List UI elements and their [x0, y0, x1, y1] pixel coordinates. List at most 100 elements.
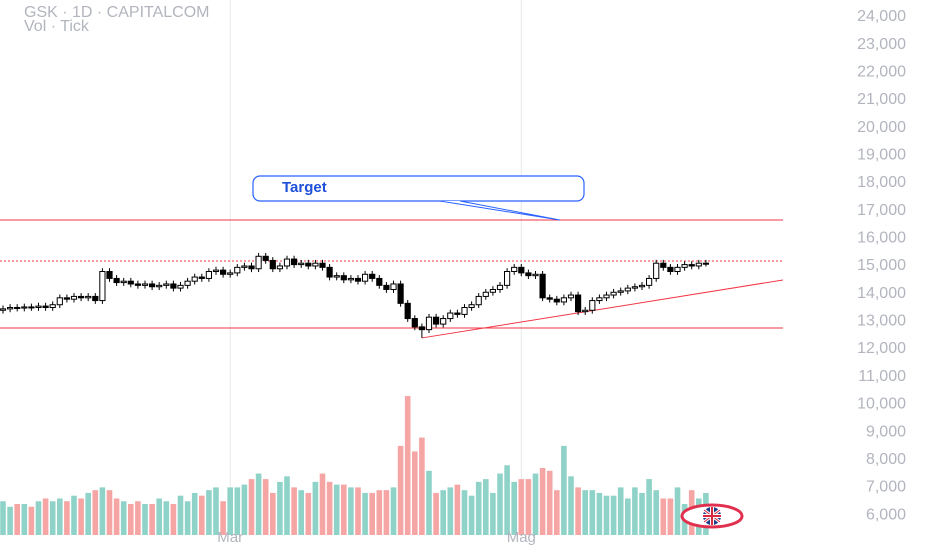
candle-body — [49, 304, 56, 308]
callout-text: Target — [282, 179, 327, 196]
candle-body — [425, 316, 433, 331]
candle-body — [333, 275, 340, 278]
candle-body — [617, 290, 624, 293]
candle-body — [362, 273, 369, 282]
flag-icon — [680, 503, 744, 529]
y-tick-label: 8,000 — [866, 451, 906, 468]
volume-bar — [312, 481, 319, 535]
candle-body — [248, 265, 255, 270]
volume-bar — [603, 495, 610, 535]
candle-body — [141, 283, 149, 286]
candle-body — [667, 266, 674, 273]
candle-body — [120, 280, 127, 284]
volume-bar — [383, 490, 390, 535]
volume-bar — [475, 481, 482, 535]
y-tick-label: 24,000 — [857, 8, 906, 25]
candle-body — [35, 305, 42, 308]
candle-body — [340, 275, 347, 281]
volume-bar — [270, 492, 276, 535]
candle-body — [70, 295, 78, 300]
candle-body — [454, 312, 461, 315]
volume-bar — [262, 479, 269, 535]
volume-bar — [213, 487, 219, 535]
candle-body — [234, 266, 241, 274]
candle-body — [149, 283, 156, 288]
drawing-layer — [0, 219, 783, 339]
volume-bar — [71, 495, 77, 535]
candle-body — [589, 300, 596, 311]
y-tick-label: 19,000 — [857, 146, 906, 163]
volume-bar — [412, 451, 418, 535]
candle-body — [106, 271, 113, 279]
volume-bar — [426, 470, 432, 535]
candle-body — [369, 273, 376, 279]
candle-body — [518, 266, 525, 274]
candle-body — [63, 297, 71, 300]
y-tick-label: 6,000 — [866, 506, 906, 523]
volume-bar — [341, 484, 347, 535]
candle-body — [511, 266, 518, 273]
candle-body — [78, 295, 85, 299]
volume-bar — [568, 476, 574, 535]
candle-body — [482, 291, 489, 297]
y-tick-label: 11,000 — [858, 368, 906, 385]
volume-bar — [511, 481, 517, 535]
volume-bar — [149, 504, 155, 535]
volume-bar — [298, 490, 304, 535]
volume-bar — [248, 479, 255, 535]
y-tick-label: 22,000 — [857, 63, 906, 80]
candle-body — [596, 297, 603, 302]
volume-bar — [284, 476, 290, 535]
candle-body — [411, 318, 418, 328]
candle-body — [376, 277, 383, 286]
candle-body — [695, 262, 702, 267]
volume-bar — [582, 490, 588, 535]
volume-bar — [660, 498, 667, 535]
volume-bar — [546, 470, 553, 535]
candle-body — [298, 262, 305, 266]
candle-body — [404, 302, 411, 320]
candle-body — [14, 306, 21, 309]
candle-body — [177, 284, 184, 289]
volume-bar — [234, 487, 241, 535]
candle-body — [674, 266, 681, 273]
volume-bar — [362, 492, 368, 535]
volume-bar — [646, 479, 652, 535]
candle-body — [134, 283, 142, 286]
volume-bar — [177, 495, 184, 535]
y-tick-label: 13,000 — [857, 313, 906, 330]
candle-body — [283, 258, 291, 267]
volume-bar — [319, 473, 326, 535]
candle-body — [603, 294, 610, 299]
candle-body — [418, 326, 425, 331]
volume-bar — [468, 495, 475, 535]
candle-body — [276, 265, 283, 270]
candle-body — [212, 269, 220, 273]
candle-body — [468, 304, 475, 308]
volume-bar — [525, 479, 532, 535]
volume-bar — [333, 484, 340, 535]
volume-bar — [170, 504, 177, 535]
candle-body — [631, 286, 638, 289]
candle-body — [227, 272, 234, 275]
candle-body — [504, 271, 511, 286]
candle-body — [440, 318, 447, 325]
chart-title: GSK · 1D · CAPITALCOM — [24, 4, 210, 21]
candle-body — [681, 264, 688, 268]
candle-body — [319, 262, 326, 268]
y-tick-label: 15,000 — [857, 257, 906, 274]
volume-bar — [21, 504, 28, 535]
volume-bar — [404, 396, 411, 535]
volume-bar — [575, 487, 581, 535]
candle-body — [241, 265, 248, 268]
candle-body — [610, 291, 617, 296]
volume-bar — [49, 501, 56, 535]
candle-body — [702, 262, 709, 265]
candle-body — [326, 266, 333, 278]
volume-bar — [454, 484, 461, 535]
candle-body — [99, 271, 106, 302]
volume-bar — [7, 506, 13, 535]
volume-bar — [617, 487, 624, 535]
y-tick-label: 10,000 — [857, 396, 906, 413]
